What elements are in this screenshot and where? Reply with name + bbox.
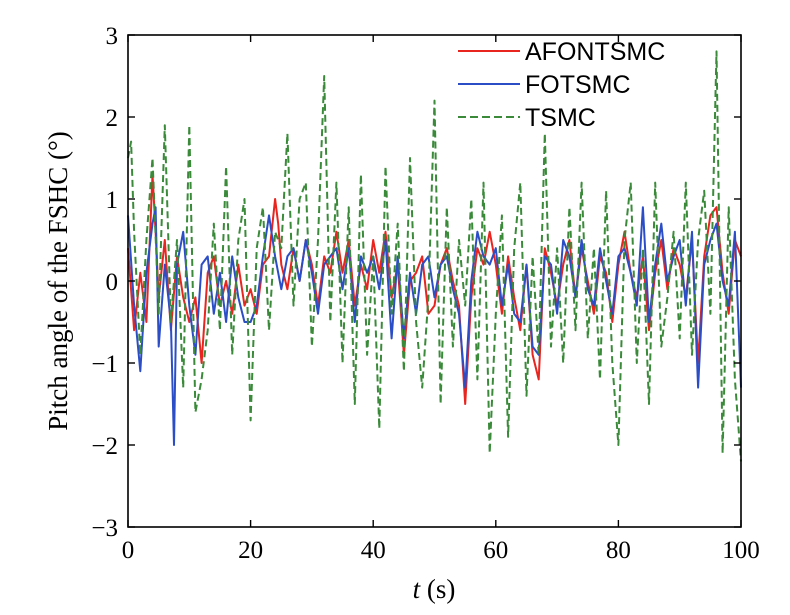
x-tick-label: 0 <box>122 537 135 564</box>
legend: AFONTSMC FOTSMC TSMC <box>458 38 665 132</box>
y-tick-label: −1 <box>91 351 118 378</box>
y-tick-label: 3 <box>106 23 119 50</box>
y-tick-label: 2 <box>106 105 119 132</box>
tick-labels: 0 20 40 60 80 100 3 2 1 0 −1 −2 −3 <box>91 23 759 564</box>
x-tick-label: 40 <box>361 537 386 564</box>
x-axis-label-variable: t <box>413 574 422 604</box>
legend-label-tsmc: TSMC <box>525 104 596 132</box>
x-tick-label: 60 <box>483 537 508 564</box>
series-line-fotsmc <box>127 206 742 446</box>
x-tick-label: 20 <box>238 537 263 564</box>
x-tick-label: 100 <box>722 537 760 564</box>
series-line-tsmc <box>127 50 742 462</box>
axis-ticks <box>127 34 742 528</box>
y-axis-label: Pitch angle of the FSHC (°) <box>43 131 73 431</box>
y-tick-label: −2 <box>91 433 118 460</box>
series-lines <box>127 50 742 462</box>
x-axis-label-unit: (s) <box>420 574 455 604</box>
x-axis-label: t (s) <box>413 574 456 604</box>
x-tick-label: 80 <box>606 537 631 564</box>
y-tick-label: 0 <box>106 269 119 296</box>
y-tick-label: −3 <box>91 515 118 542</box>
y-tick-label: 1 <box>106 187 119 214</box>
legend-label-fotsmc: FOTSMC <box>525 71 631 99</box>
legend-label-afontsmc: AFONTSMC <box>525 38 665 66</box>
